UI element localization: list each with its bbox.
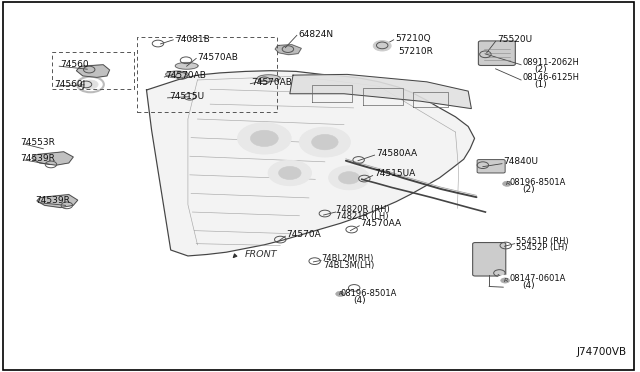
Circle shape bbox=[336, 291, 344, 296]
Text: FRONT: FRONT bbox=[245, 250, 278, 259]
Circle shape bbox=[500, 278, 509, 283]
Text: 08196-8501A: 08196-8501A bbox=[509, 178, 566, 187]
Text: 74560: 74560 bbox=[61, 60, 89, 69]
Polygon shape bbox=[290, 74, 472, 109]
Text: 74BL3M(LH): 74BL3M(LH) bbox=[324, 261, 375, 270]
Text: 74570AB: 74570AB bbox=[198, 53, 238, 62]
FancyBboxPatch shape bbox=[477, 160, 505, 173]
Polygon shape bbox=[175, 62, 198, 69]
Text: 08196-8501A: 08196-8501A bbox=[340, 289, 397, 298]
Text: 57210Q: 57210Q bbox=[395, 34, 431, 43]
Circle shape bbox=[329, 166, 369, 190]
Text: (2): (2) bbox=[522, 185, 535, 194]
Circle shape bbox=[312, 134, 338, 150]
Polygon shape bbox=[147, 71, 475, 256]
Text: 74821R (LH): 74821R (LH) bbox=[337, 212, 389, 221]
Text: (4): (4) bbox=[522, 281, 535, 290]
Text: (1): (1) bbox=[534, 80, 547, 89]
Text: 74570AA: 74570AA bbox=[360, 219, 402, 228]
Polygon shape bbox=[76, 65, 109, 77]
Circle shape bbox=[339, 171, 360, 184]
Circle shape bbox=[502, 181, 511, 186]
Circle shape bbox=[250, 130, 278, 147]
Text: (2): (2) bbox=[534, 65, 547, 74]
Circle shape bbox=[278, 166, 301, 180]
Circle shape bbox=[83, 80, 98, 89]
Circle shape bbox=[496, 275, 514, 286]
Text: 08146-6125H: 08146-6125H bbox=[522, 73, 579, 82]
Text: 08911-2062H: 08911-2062H bbox=[522, 58, 579, 67]
Text: 74570AB: 74570AB bbox=[252, 78, 292, 87]
Text: 55451P (RH): 55451P (RH) bbox=[516, 237, 569, 246]
Text: 74570A: 74570A bbox=[287, 230, 321, 239]
Text: 74539R: 74539R bbox=[35, 196, 70, 205]
Text: R: R bbox=[339, 291, 344, 296]
Text: 55452P (LH): 55452P (LH) bbox=[516, 243, 568, 252]
Text: 08147-0601A: 08147-0601A bbox=[509, 274, 566, 283]
Circle shape bbox=[237, 123, 291, 154]
Polygon shape bbox=[32, 152, 73, 165]
Text: 74515UA: 74515UA bbox=[374, 169, 415, 178]
Text: 74580AA: 74580AA bbox=[376, 149, 417, 158]
Text: 74570AB: 74570AB bbox=[166, 71, 207, 80]
Text: J74700VB: J74700VB bbox=[577, 347, 627, 356]
Text: 75520U: 75520U bbox=[497, 35, 532, 44]
Text: 74553R: 74553R bbox=[20, 138, 55, 147]
FancyBboxPatch shape bbox=[478, 41, 515, 65]
Circle shape bbox=[332, 289, 349, 299]
Text: R: R bbox=[506, 181, 511, 186]
Text: 74820R (RH): 74820R (RH) bbox=[337, 205, 390, 214]
Circle shape bbox=[498, 179, 516, 189]
Text: 74BL2M(RH): 74BL2M(RH) bbox=[322, 254, 374, 263]
Circle shape bbox=[300, 127, 350, 157]
Text: 74081B: 74081B bbox=[175, 35, 210, 44]
Polygon shape bbox=[37, 195, 77, 208]
FancyBboxPatch shape bbox=[473, 243, 506, 276]
Text: 74539R: 74539R bbox=[20, 154, 55, 163]
Text: 57210R: 57210R bbox=[399, 47, 434, 56]
Polygon shape bbox=[257, 75, 280, 81]
Text: 74840U: 74840U bbox=[503, 157, 538, 166]
Text: R: R bbox=[504, 278, 509, 283]
Polygon shape bbox=[275, 45, 301, 55]
Text: 64824N: 64824N bbox=[298, 30, 333, 39]
Circle shape bbox=[268, 160, 312, 186]
Text: 74560J: 74560J bbox=[54, 80, 85, 89]
Circle shape bbox=[373, 41, 391, 51]
Text: (4): (4) bbox=[353, 296, 366, 305]
Polygon shape bbox=[166, 71, 189, 78]
Text: 74515U: 74515U bbox=[169, 92, 204, 101]
